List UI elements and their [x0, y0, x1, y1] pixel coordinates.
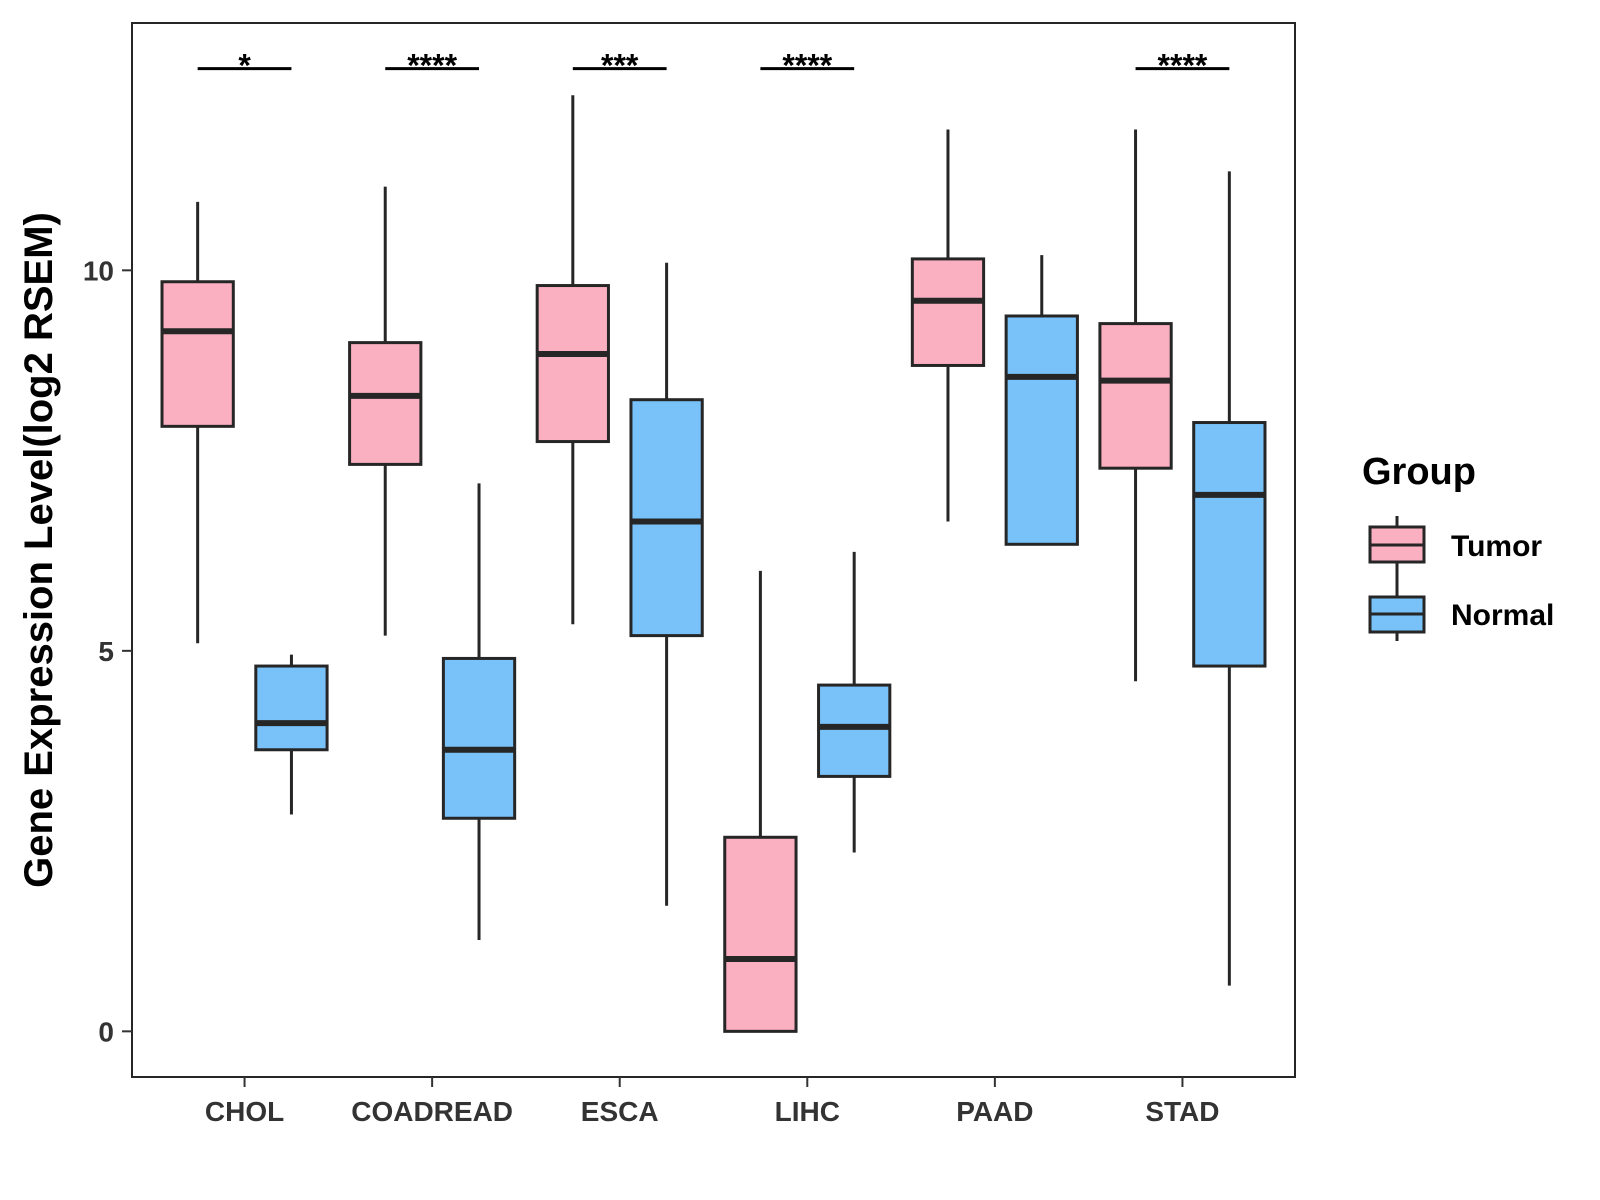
legend-label-tumor: Tumor: [1451, 530, 1542, 563]
legend: Group Tumor Normal: [1362, 451, 1554, 641]
box-esca-normal: [629, 262, 704, 906]
box-body-chol-normal: [254, 664, 329, 752]
significance-label-coadread: ****: [407, 48, 457, 84]
y-axis: 0 5 10: [83, 255, 132, 1047]
box-body-paad-normal: [1004, 314, 1079, 546]
box-body-esca-normal: [629, 398, 704, 638]
box-paad-normal: [1004, 255, 1079, 546]
box-body-paad-tumor: [910, 257, 986, 367]
box-lihc-normal: [817, 551, 892, 853]
box-esca-tumor: [535, 95, 610, 625]
box-body-stad-tumor: [1098, 322, 1173, 470]
box-lihc-tumor: [723, 570, 798, 1033]
y-axis-title: Gene Expression Level(log2 RSEM): [17, 212, 61, 888]
box-body-stad-normal: [1192, 421, 1267, 668]
box-body-lihc-tumor: [723, 835, 798, 1033]
significance-label-esca: ***: [601, 48, 639, 84]
box-stad-normal: [1192, 171, 1267, 986]
x-tick-label-esca: ESCA: [581, 1096, 659, 1127]
y-tick-label-5: 5: [98, 636, 114, 667]
significance-label-chol: *: [238, 48, 251, 84]
box-stad-tumor: [1098, 129, 1173, 682]
legend-title: Group: [1362, 451, 1476, 493]
significance-label-stad: ****: [1158, 48, 1208, 84]
y-tick-label-10: 10: [83, 255, 114, 286]
x-tick-label-lihc: LIHC: [775, 1096, 840, 1127]
box-body-esca-tumor: [535, 284, 610, 444]
boxes-layer: [160, 95, 1267, 1033]
box-body-chol-tumor: [160, 280, 235, 428]
box-body-coadread-tumor: [348, 341, 423, 466]
box-chol-tumor: [160, 201, 235, 644]
significance-label-lihc: ****: [782, 48, 832, 84]
plot-panel: [131, 22, 1296, 1078]
box-paad-tumor: [910, 129, 986, 522]
x-axis: CHOL COADREAD ESCA LIHC PAAD STAD: [205, 1077, 1220, 1127]
x-tick-label-coadread: COADREAD: [351, 1096, 513, 1127]
x-tick-label-paad: PAAD: [956, 1096, 1033, 1127]
x-tick-label-chol: CHOL: [205, 1096, 284, 1127]
legend-item-tumor: Tumor: [1368, 516, 1542, 586]
box-chol-normal: [254, 654, 329, 815]
legend-item-normal: Normal: [1368, 586, 1554, 641]
significance-layer: * **** *** **** ****: [197, 48, 1230, 84]
legend-label-normal: Normal: [1451, 599, 1554, 632]
x-tick-label-stad: STAD: [1145, 1096, 1219, 1127]
y-tick-label-0: 0: [98, 1016, 114, 1047]
box-coadread-normal: [441, 483, 517, 941]
box-coadread-tumor: [348, 186, 423, 636]
box-body-lihc-normal: [817, 683, 892, 778]
box-body-coadread-normal: [441, 656, 517, 820]
